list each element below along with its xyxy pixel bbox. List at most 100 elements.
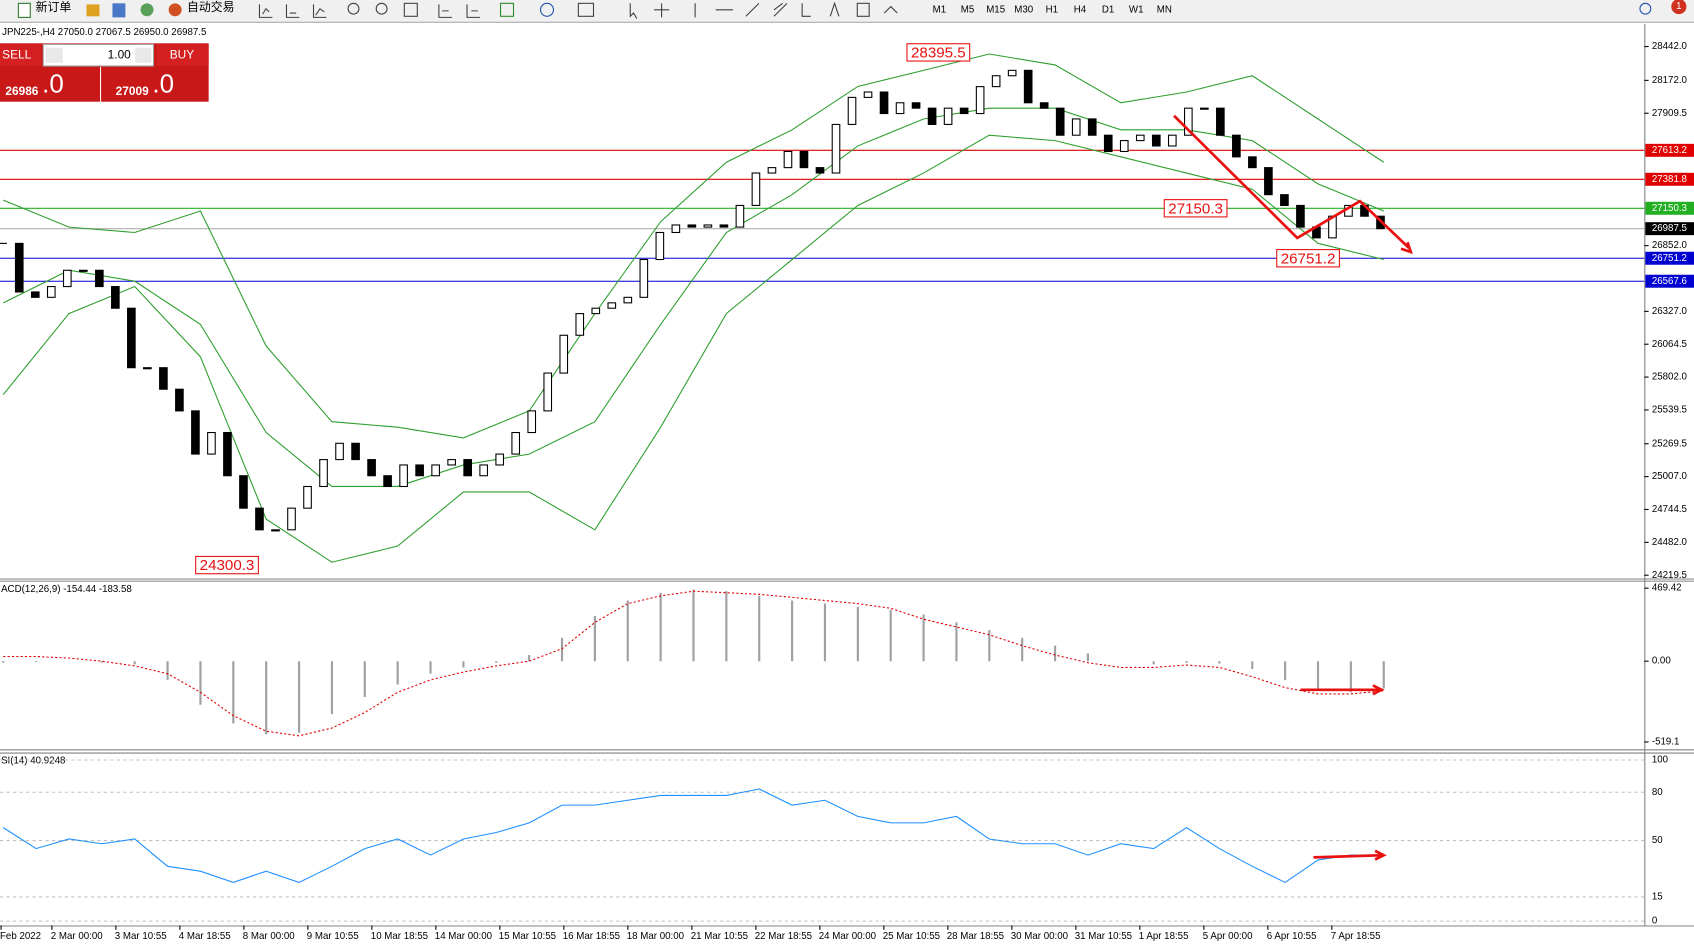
candle-body	[1119, 140, 1129, 153]
macd-arrow	[1300, 684, 1385, 696]
timeframe-button[interactable]: W1	[1129, 4, 1144, 15]
tile-icon[interactable]	[403, 2, 418, 17]
candle-body	[255, 507, 264, 531]
auto-trading-button[interactable]: 自动交易	[187, 0, 235, 14]
timeframe-button[interactable]: M5	[961, 4, 975, 15]
candle-body	[1296, 204, 1305, 228]
zoom-out-icon[interactable]	[375, 2, 388, 15]
candle-body	[783, 150, 793, 169]
candle-body	[623, 296, 633, 304]
candle-body	[1280, 194, 1289, 206]
buy-label[interactable]: BUY	[170, 47, 194, 61]
sell-price[interactable]: 26986	[5, 84, 38, 98]
candle-body	[703, 224, 713, 228]
chart-type-icon[interactable]	[312, 4, 327, 18]
volume-up[interactable]	[135, 47, 152, 63]
price-level-tag	[1645, 143, 1694, 157]
candle-body	[559, 334, 569, 374]
volume-value[interactable]: 1.00	[108, 47, 132, 61]
candle-body	[1167, 134, 1177, 147]
y-tick-label: 25007.0	[1652, 471, 1688, 482]
crosshair-icon[interactable]	[654, 3, 670, 18]
candle-body	[159, 367, 168, 390]
timeframe-button[interactable]: MN	[1157, 4, 1172, 15]
x-tick-label: Feb 2022	[0, 931, 41, 942]
candle-body	[319, 459, 328, 488]
candle-body	[287, 507, 296, 531]
templates-icon[interactable]	[577, 2, 595, 17]
buy-button[interactable]	[156, 44, 209, 67]
candle-body	[735, 204, 745, 228]
sell-price-big[interactable]: .0	[42, 70, 64, 98]
y-tick-label: 26064.5	[1652, 339, 1687, 350]
cursor-icon[interactable]	[629, 3, 638, 19]
toolbar-icon[interactable]	[112, 3, 126, 18]
volume-down[interactable]	[45, 47, 63, 63]
price-annotation-box	[195, 555, 259, 575]
text-icon[interactable]	[829, 1, 840, 17]
search-icon[interactable]	[1639, 2, 1652, 15]
drawn-arrows	[1173, 114, 1413, 861]
buy-price-big[interactable]: .0	[152, 70, 174, 98]
autoscroll-icon[interactable]	[438, 4, 452, 18]
x-tick-label: 22 Mar 18:55	[755, 931, 812, 942]
candle-body	[271, 529, 280, 532]
price-annotation: 26751.2	[1281, 250, 1336, 267]
candle-body	[879, 91, 889, 115]
toolbar-icon[interactable]	[86, 4, 100, 17]
timeframe-button[interactable]: H1	[1046, 4, 1058, 15]
candle-body	[1007, 69, 1017, 77]
y-tick-label: 25802.0	[1652, 372, 1688, 383]
candle-body	[143, 367, 152, 370]
notification-badge[interactable]	[1671, 0, 1687, 15]
candle-body	[831, 123, 841, 174]
sell-label[interactable]: SELL	[2, 47, 31, 61]
chart-type-icon[interactable]	[258, 4, 273, 18]
price-level-label: 27381.8	[1652, 174, 1687, 185]
candle-body	[527, 410, 537, 434]
buy-price[interactable]: 27009	[116, 84, 149, 98]
timeframe-button[interactable]: M15	[986, 4, 1005, 15]
label-icon[interactable]	[856, 2, 870, 17]
candle-body	[431, 464, 440, 477]
timeframe-button[interactable]: M30	[1014, 4, 1034, 15]
fibo-icon[interactable]	[801, 3, 811, 17]
new-order-icon[interactable]	[17, 2, 31, 18]
candle-body	[767, 167, 777, 174]
timeframe-button[interactable]: M1	[933, 4, 947, 15]
trendline-icon[interactable]	[745, 2, 760, 17]
shift-icon[interactable]	[466, 4, 480, 18]
price-annotation: 27150.3	[1168, 200, 1223, 217]
chart-type-icon[interactable]	[285, 4, 300, 18]
candle-body	[687, 224, 697, 228]
timeframe-button[interactable]: D1	[1102, 4, 1114, 15]
candle-body	[479, 464, 489, 477]
rsi-line	[2, 788, 1384, 884]
candle-body	[111, 286, 120, 309]
toolbar-icon[interactable]	[140, 3, 154, 17]
notification-count[interactable]: 1	[1676, 1, 1681, 12]
periods-icon[interactable]	[539, 2, 555, 17]
symbol-info: JPN225-,H4 27050.0 27067.5 26950.0 26987…	[2, 27, 206, 38]
new-order-button[interactable]: 新订单	[36, 0, 72, 14]
indicators-icon[interactable]	[499, 2, 515, 17]
candle-body	[1087, 118, 1097, 136]
candle-body	[1183, 107, 1193, 136]
volume-input[interactable]	[42, 43, 155, 67]
channel-icon[interactable]	[773, 2, 788, 17]
zoom-in-icon[interactable]	[347, 2, 360, 15]
price-level-label: 27613.2	[1652, 145, 1687, 156]
timeframe-button[interactable]: H4	[1074, 4, 1087, 15]
x-tick-label: 2 Mar 00:00	[51, 931, 103, 942]
x-tick-label: 4 Mar 18:55	[179, 931, 231, 942]
x-tick-label: 24 Mar 00:00	[819, 931, 877, 942]
auto-trading-icon[interactable]	[168, 3, 182, 17]
candle-body	[30, 291, 40, 298]
candle-body	[383, 475, 392, 488]
y-tick-label: 24744.5	[1652, 504, 1687, 515]
candle-body	[175, 388, 184, 412]
price-level-tag	[1645, 274, 1694, 288]
sell-button[interactable]	[0, 44, 42, 67]
arrows-icon[interactable]	[883, 5, 898, 14]
candle-body	[911, 102, 921, 109]
